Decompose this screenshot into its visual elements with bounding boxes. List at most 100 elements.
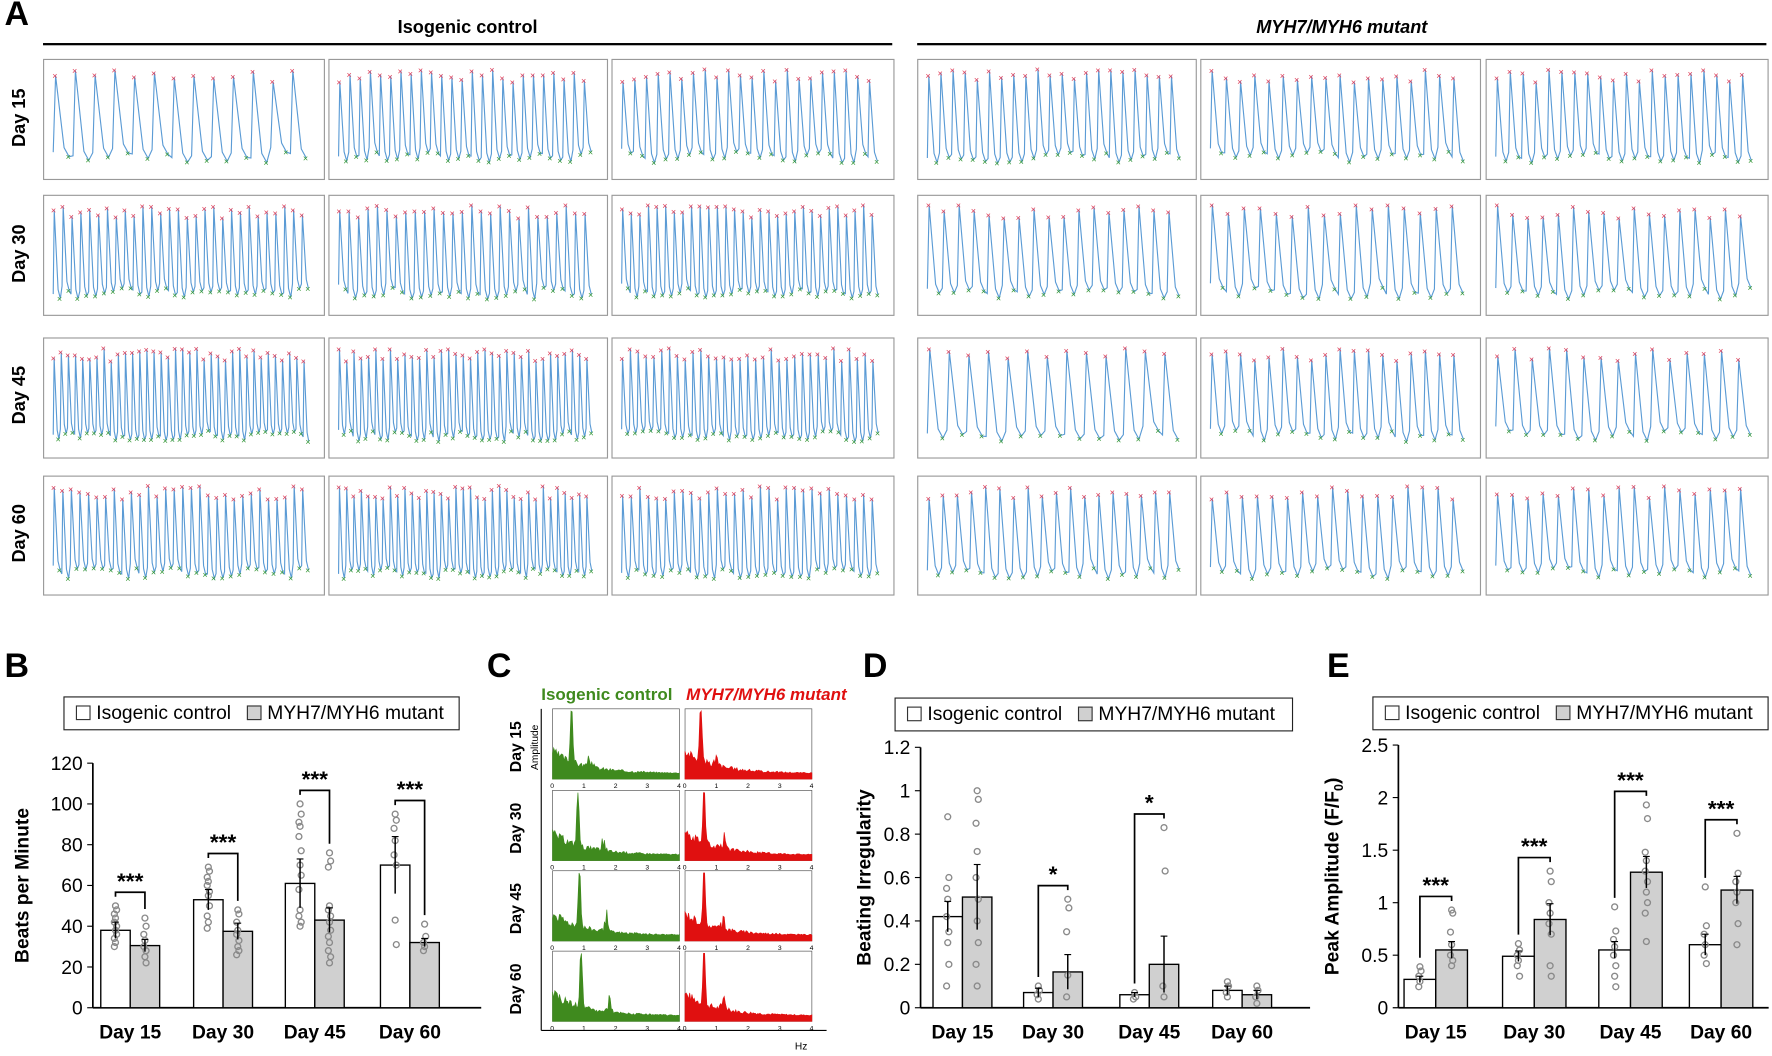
peak-marker: × bbox=[101, 344, 106, 354]
peak-marker: × bbox=[136, 346, 141, 356]
trough-marker: × bbox=[1671, 156, 1676, 166]
trough-marker: × bbox=[867, 434, 872, 444]
trough-marker: × bbox=[728, 290, 733, 300]
trough-marker: × bbox=[1105, 574, 1110, 584]
peak-marker: × bbox=[619, 491, 624, 501]
peak-marker: × bbox=[1251, 355, 1256, 365]
trough-marker: × bbox=[385, 435, 390, 445]
x-tick-label: 4 bbox=[810, 945, 814, 952]
peak-marker: × bbox=[540, 71, 545, 81]
trough-marker: × bbox=[1101, 285, 1106, 295]
trough-marker: × bbox=[1389, 150, 1394, 160]
peak-marker: × bbox=[1408, 349, 1413, 359]
trough-marker: × bbox=[1026, 292, 1031, 302]
trough-marker: × bbox=[428, 428, 433, 438]
data-point bbox=[142, 959, 150, 967]
trough-marker: × bbox=[1565, 294, 1570, 304]
peak-marker: × bbox=[1266, 77, 1271, 87]
trough-marker: × bbox=[476, 156, 481, 166]
x-tick-label: 0 bbox=[683, 1025, 687, 1032]
trough-marker: × bbox=[686, 150, 691, 160]
trough-marker: × bbox=[255, 428, 260, 438]
trough-marker: × bbox=[625, 284, 630, 294]
peak-marker: × bbox=[1266, 353, 1271, 363]
peak-marker: × bbox=[1540, 212, 1545, 222]
trough-marker: × bbox=[1403, 437, 1408, 447]
trough-marker: × bbox=[1318, 147, 1323, 157]
trough-marker: × bbox=[1077, 572, 1082, 582]
y-tick-label: 0 bbox=[1377, 999, 1388, 1020]
data-point bbox=[1161, 867, 1169, 875]
peak-marker: × bbox=[1546, 343, 1551, 353]
trough-marker: × bbox=[487, 572, 492, 582]
peak-marker: × bbox=[1684, 348, 1689, 358]
peak-marker: × bbox=[1494, 201, 1499, 211]
trough-marker: × bbox=[866, 289, 871, 299]
peak-marker: × bbox=[94, 493, 99, 503]
trough-marker: × bbox=[694, 572, 699, 582]
trough-marker: × bbox=[946, 153, 951, 163]
peak-marker: × bbox=[270, 77, 275, 87]
peak-marker: × bbox=[1636, 77, 1641, 87]
trough-marker: × bbox=[392, 566, 397, 576]
trough-marker: × bbox=[1611, 565, 1616, 575]
x-tick-label: 3 bbox=[778, 1025, 782, 1032]
peak-marker: × bbox=[423, 486, 428, 496]
peak-marker: × bbox=[1507, 67, 1512, 77]
trough-marker: × bbox=[1071, 290, 1076, 300]
data-point bbox=[324, 947, 332, 955]
peak-marker: × bbox=[94, 352, 99, 362]
trough-marker: × bbox=[496, 154, 501, 164]
peak-marker: × bbox=[336, 483, 341, 493]
peak-marker: × bbox=[800, 202, 805, 212]
trough-marker: × bbox=[1403, 153, 1408, 163]
trough-marker: × bbox=[1116, 158, 1121, 168]
data-point bbox=[942, 982, 951, 990]
trace-line bbox=[1495, 486, 1752, 580]
y-tick-label: 100 bbox=[51, 795, 83, 816]
trough-marker: × bbox=[1380, 283, 1385, 293]
peak-marker: × bbox=[1555, 491, 1560, 501]
data-point bbox=[945, 928, 953, 936]
trough-marker: × bbox=[279, 567, 284, 577]
peak-marker: × bbox=[482, 494, 487, 504]
trough-marker: × bbox=[1067, 148, 1072, 158]
data-point bbox=[140, 930, 148, 938]
trough-marker: × bbox=[1091, 154, 1096, 164]
peak-marker: × bbox=[1223, 73, 1228, 83]
trough-marker: × bbox=[754, 287, 759, 297]
significance-bracket bbox=[1419, 895, 1453, 958]
trough-marker: × bbox=[190, 287, 195, 297]
peak-marker: × bbox=[1110, 488, 1115, 498]
trough-marker: × bbox=[57, 565, 62, 575]
peak-marker: × bbox=[1122, 343, 1127, 353]
peak-marker: × bbox=[77, 208, 82, 218]
trough-marker: × bbox=[220, 435, 225, 445]
peak-marker: × bbox=[635, 347, 640, 357]
peak-marker: × bbox=[1209, 200, 1214, 210]
peak-marker: × bbox=[1540, 489, 1545, 499]
trough-marker: × bbox=[1018, 431, 1023, 441]
peak-marker: × bbox=[281, 202, 286, 212]
legend-d: Isogenic control MYH7/MYH6 mutant bbox=[894, 697, 1294, 732]
trough-marker: × bbox=[966, 285, 971, 295]
trough-marker: × bbox=[1346, 427, 1351, 437]
trough-marker: × bbox=[559, 571, 564, 581]
peak-marker: × bbox=[496, 351, 501, 361]
trough-marker: × bbox=[804, 151, 809, 161]
peak-marker: × bbox=[1061, 212, 1066, 222]
legend-item-control: Isogenic control bbox=[906, 703, 1062, 726]
trough-marker: × bbox=[1550, 287, 1555, 297]
trough-marker: × bbox=[1658, 157, 1663, 167]
peak-marker: × bbox=[584, 354, 589, 364]
swatch-control bbox=[75, 705, 91, 721]
trough-marker: × bbox=[414, 568, 419, 578]
peak-marker: × bbox=[772, 77, 777, 87]
peak-marker: × bbox=[231, 494, 236, 504]
peak-marker: × bbox=[450, 208, 455, 218]
peak-marker: × bbox=[179, 482, 184, 492]
peak-marker: × bbox=[869, 210, 874, 220]
peak-marker: × bbox=[854, 354, 859, 364]
peak-marker: × bbox=[1001, 213, 1006, 223]
peak-marker: × bbox=[1251, 71, 1256, 81]
